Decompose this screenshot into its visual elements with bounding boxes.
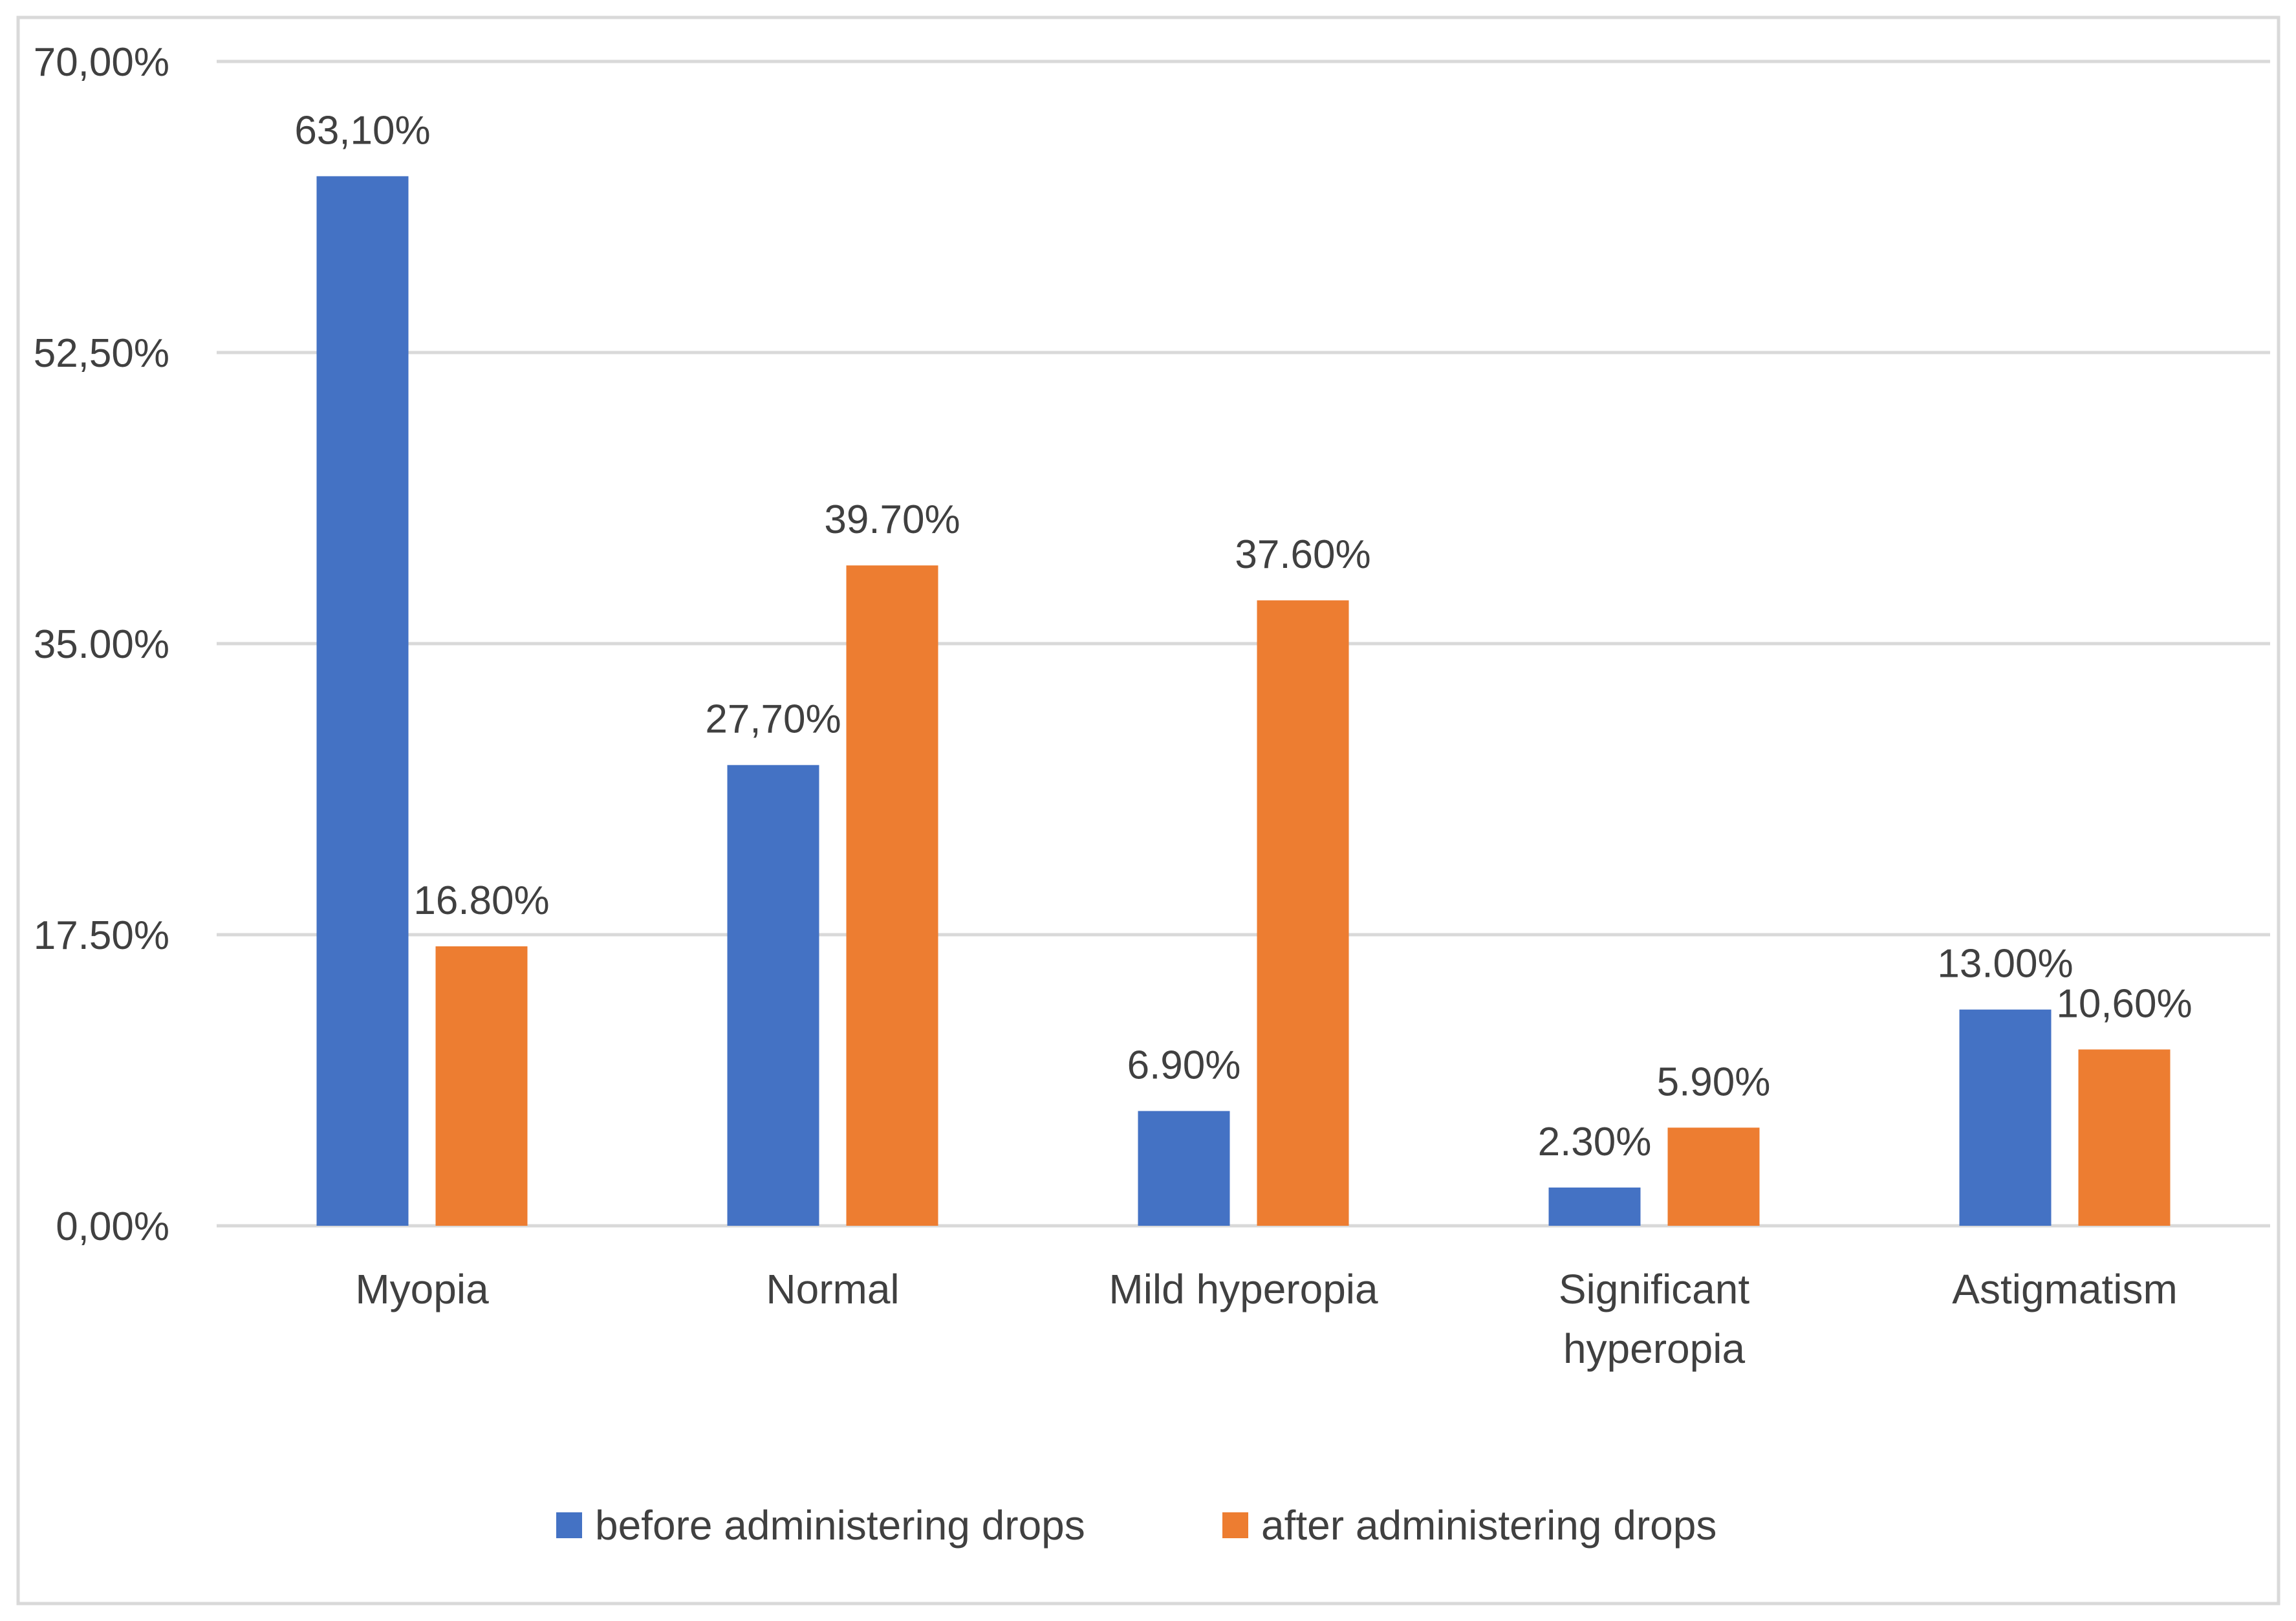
x-category-label: Normal	[766, 1266, 899, 1312]
data-label: 10,60%	[2056, 981, 2192, 1026]
bar-after	[435, 946, 528, 1226]
y-axis-ticks: 0,00% 17.50% 35.00% 52,50% 70,00%	[34, 40, 169, 1249]
bar-after	[1257, 600, 1349, 1226]
data-label: 6.90%	[1127, 1043, 1241, 1088]
legend-swatch	[556, 1512, 582, 1538]
bar-before	[1548, 1187, 1641, 1226]
bars	[316, 176, 2171, 1226]
data-labels: 63,10% 16.80% 27,70% 39.70% 6.90% 37.60% 2.30%…	[294, 108, 2192, 1164]
bar-before	[727, 765, 819, 1226]
y-tick-label: 17.50%	[34, 913, 169, 958]
bar-before	[316, 176, 409, 1226]
legend-label: before administering drops	[595, 1502, 1085, 1549]
data-label: 63,10%	[294, 108, 430, 153]
data-label: 13.00%	[1937, 942, 2073, 986]
data-label: 2.30%	[1538, 1120, 1652, 1164]
x-category-label: hyperopia	[1563, 1325, 1746, 1372]
bar-before	[1138, 1111, 1230, 1226]
x-category-label: Mild hyperopia	[1109, 1266, 1378, 1312]
x-category-label: Myopia	[355, 1266, 489, 1312]
legend: before administering drops after administ…	[556, 1502, 1717, 1549]
y-tick-label: 70,00%	[34, 40, 169, 85]
x-category-label: Astigmatism	[1952, 1266, 2178, 1312]
x-axis-categories: Myopia Normal Mild hyperopia Significant hyp…	[355, 1266, 2177, 1372]
legend-label: after administering drops	[1261, 1502, 1717, 1549]
legend-swatch	[1222, 1512, 1248, 1538]
gridlines	[217, 60, 2270, 1228]
bar-after	[2078, 1049, 2171, 1226]
bar-after	[846, 565, 938, 1226]
y-tick-label: 52,50%	[34, 331, 169, 376]
data-label: 37.60%	[1235, 532, 1370, 577]
data-label: 5.90%	[1657, 1060, 1771, 1104]
data-label: 16.80%	[413, 878, 549, 923]
data-label: 39.70%	[824, 497, 960, 542]
data-label: 27,70%	[705, 697, 841, 742]
x-category-label: Significant	[1559, 1266, 1750, 1312]
bar-after	[1667, 1127, 1760, 1226]
y-tick-label: 0,00%	[56, 1204, 169, 1249]
bar-before	[1959, 1009, 2052, 1226]
y-tick-label: 35.00%	[34, 622, 169, 667]
